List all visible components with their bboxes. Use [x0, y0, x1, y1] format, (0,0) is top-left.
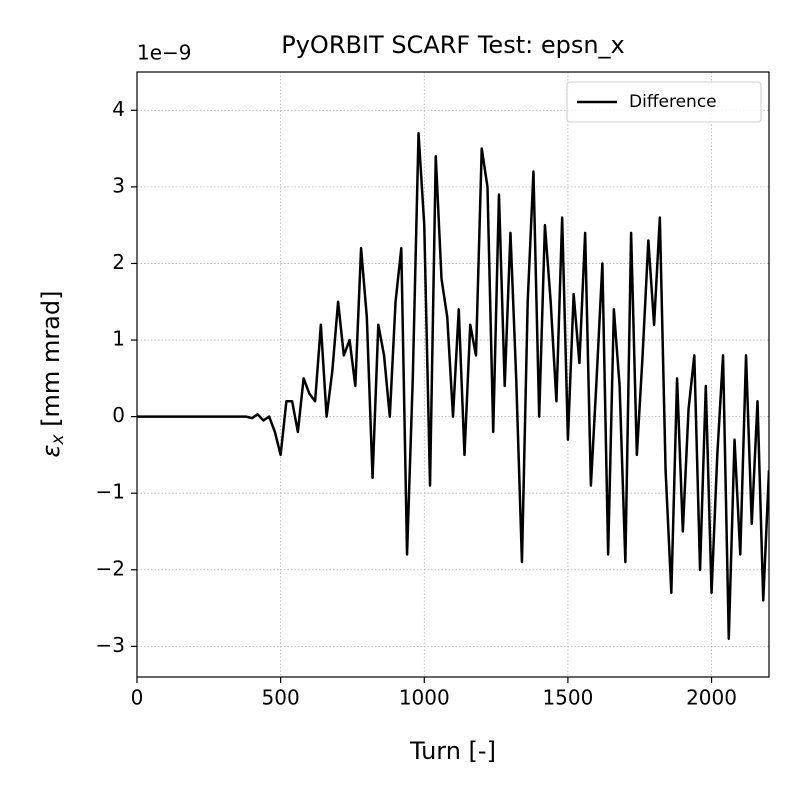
- y-tick-label: 3: [112, 173, 125, 197]
- y-tick-label: 0: [112, 403, 125, 427]
- x-axis-label: Turn [-]: [409, 737, 496, 765]
- offset-text: 1e−9: [137, 41, 192, 65]
- legend-label: Difference: [629, 92, 717, 112]
- y-label-symbol: ε: [37, 444, 65, 457]
- legend-box: [566, 81, 762, 123]
- y-label-unit: [mm mrad]: [37, 291, 65, 435]
- y-tick-label: 1: [112, 327, 125, 351]
- y-tick-label: 2: [112, 250, 125, 274]
- y-label-subscript: x: [48, 434, 68, 446]
- plot-area: [137, 132, 769, 640]
- y-axis-label: εx [mm mrad]: [37, 291, 68, 458]
- x-tick-label: 0: [131, 686, 144, 710]
- x-tick-label: 2000: [686, 686, 737, 710]
- x-tick-label: 1000: [399, 686, 450, 710]
- x-tick-label: 500: [262, 686, 300, 710]
- x-tick-label: 1500: [542, 686, 593, 710]
- plot-frame: [136, 71, 770, 678]
- y-tick-label: 4: [112, 97, 125, 121]
- y-tick-label: −1: [96, 480, 125, 504]
- y-tick-label: −2: [96, 556, 125, 580]
- chart-title: PyORBIT SCARF Test: epsn_x: [281, 31, 625, 59]
- data-line: [137, 132, 769, 640]
- y-tick-label: −3: [96, 633, 125, 657]
